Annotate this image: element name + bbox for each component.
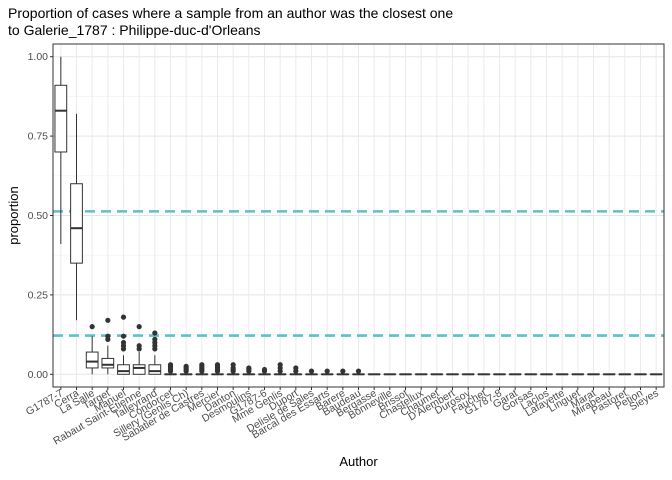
y-axis-label: proportion [6,186,21,245]
box-iqr [117,364,130,375]
outlier-point [230,362,236,368]
y-tick-label: 0.25 [28,289,49,301]
box-danton [226,362,240,376]
box-g1787-7 [54,56,68,245]
outlier-point [246,365,252,371]
y-tick-label: 1.00 [28,51,49,63]
outlier-point [120,333,127,339]
box-barere [336,368,350,376]
outlier-point [167,362,174,368]
box-sabatier-de-castres [195,362,209,376]
box-sillery-genlis-ch- [179,363,193,376]
box-duport [289,365,303,376]
outlier-point [136,324,142,330]
outlier-point [152,330,158,336]
outlier-point [293,365,299,371]
box-delisle-de-sales [305,368,318,376]
y-tick-label: 0.75 [28,131,49,143]
boxes-layer [54,56,663,376]
y-tick-label: 0.50 [28,210,49,222]
outlier-point [324,368,330,374]
outlier-point [183,363,189,369]
box-iqr [85,351,99,369]
box-mme-genlis [273,362,287,376]
box-g1787-6 [258,366,271,376]
box-mercier [211,362,224,376]
outlier-point [136,343,142,349]
box-desmoulins [242,365,256,376]
box-iqr [70,183,83,264]
outlier-point [105,333,111,339]
box-baudeau [352,368,365,376]
box-condorcet [164,362,177,376]
outlier-point [199,362,205,368]
outlier-point [308,368,315,374]
outlier-point [340,368,346,374]
box-target [101,317,115,375]
outlier-point [120,314,127,320]
chart-title-line-1: Proportion of cases where a sample from … [8,5,454,21]
outlier-point [355,368,362,374]
outlier-point [261,366,268,373]
outlier-point [152,336,158,342]
outlier-point [214,362,221,368]
outlier-point [89,324,95,330]
box-barcal-des-essarts [320,368,334,376]
outlier-point [105,317,111,323]
box-iqr [101,357,115,369]
box-iqr [132,364,146,375]
y-tick-label: 0.00 [28,369,49,381]
y-axis-ticks: 0.00 0.25 0.50 0.75 1.00 [28,51,53,381]
box-cerra [70,113,83,321]
box-manuel [117,314,130,375]
chart-title-line-2: to Galerie_1787 : Philippe-duc-d'Orleans [8,22,261,38]
outlier-point [277,362,283,368]
box-rabaut-saint-etienne [132,324,146,375]
box-la-salle [85,324,99,375]
box-talleyrand [148,330,162,375]
box-iqr [148,364,162,375]
outlier-point [120,339,127,346]
box-iqr [54,84,68,153]
x-axis-label: Author [339,454,378,469]
